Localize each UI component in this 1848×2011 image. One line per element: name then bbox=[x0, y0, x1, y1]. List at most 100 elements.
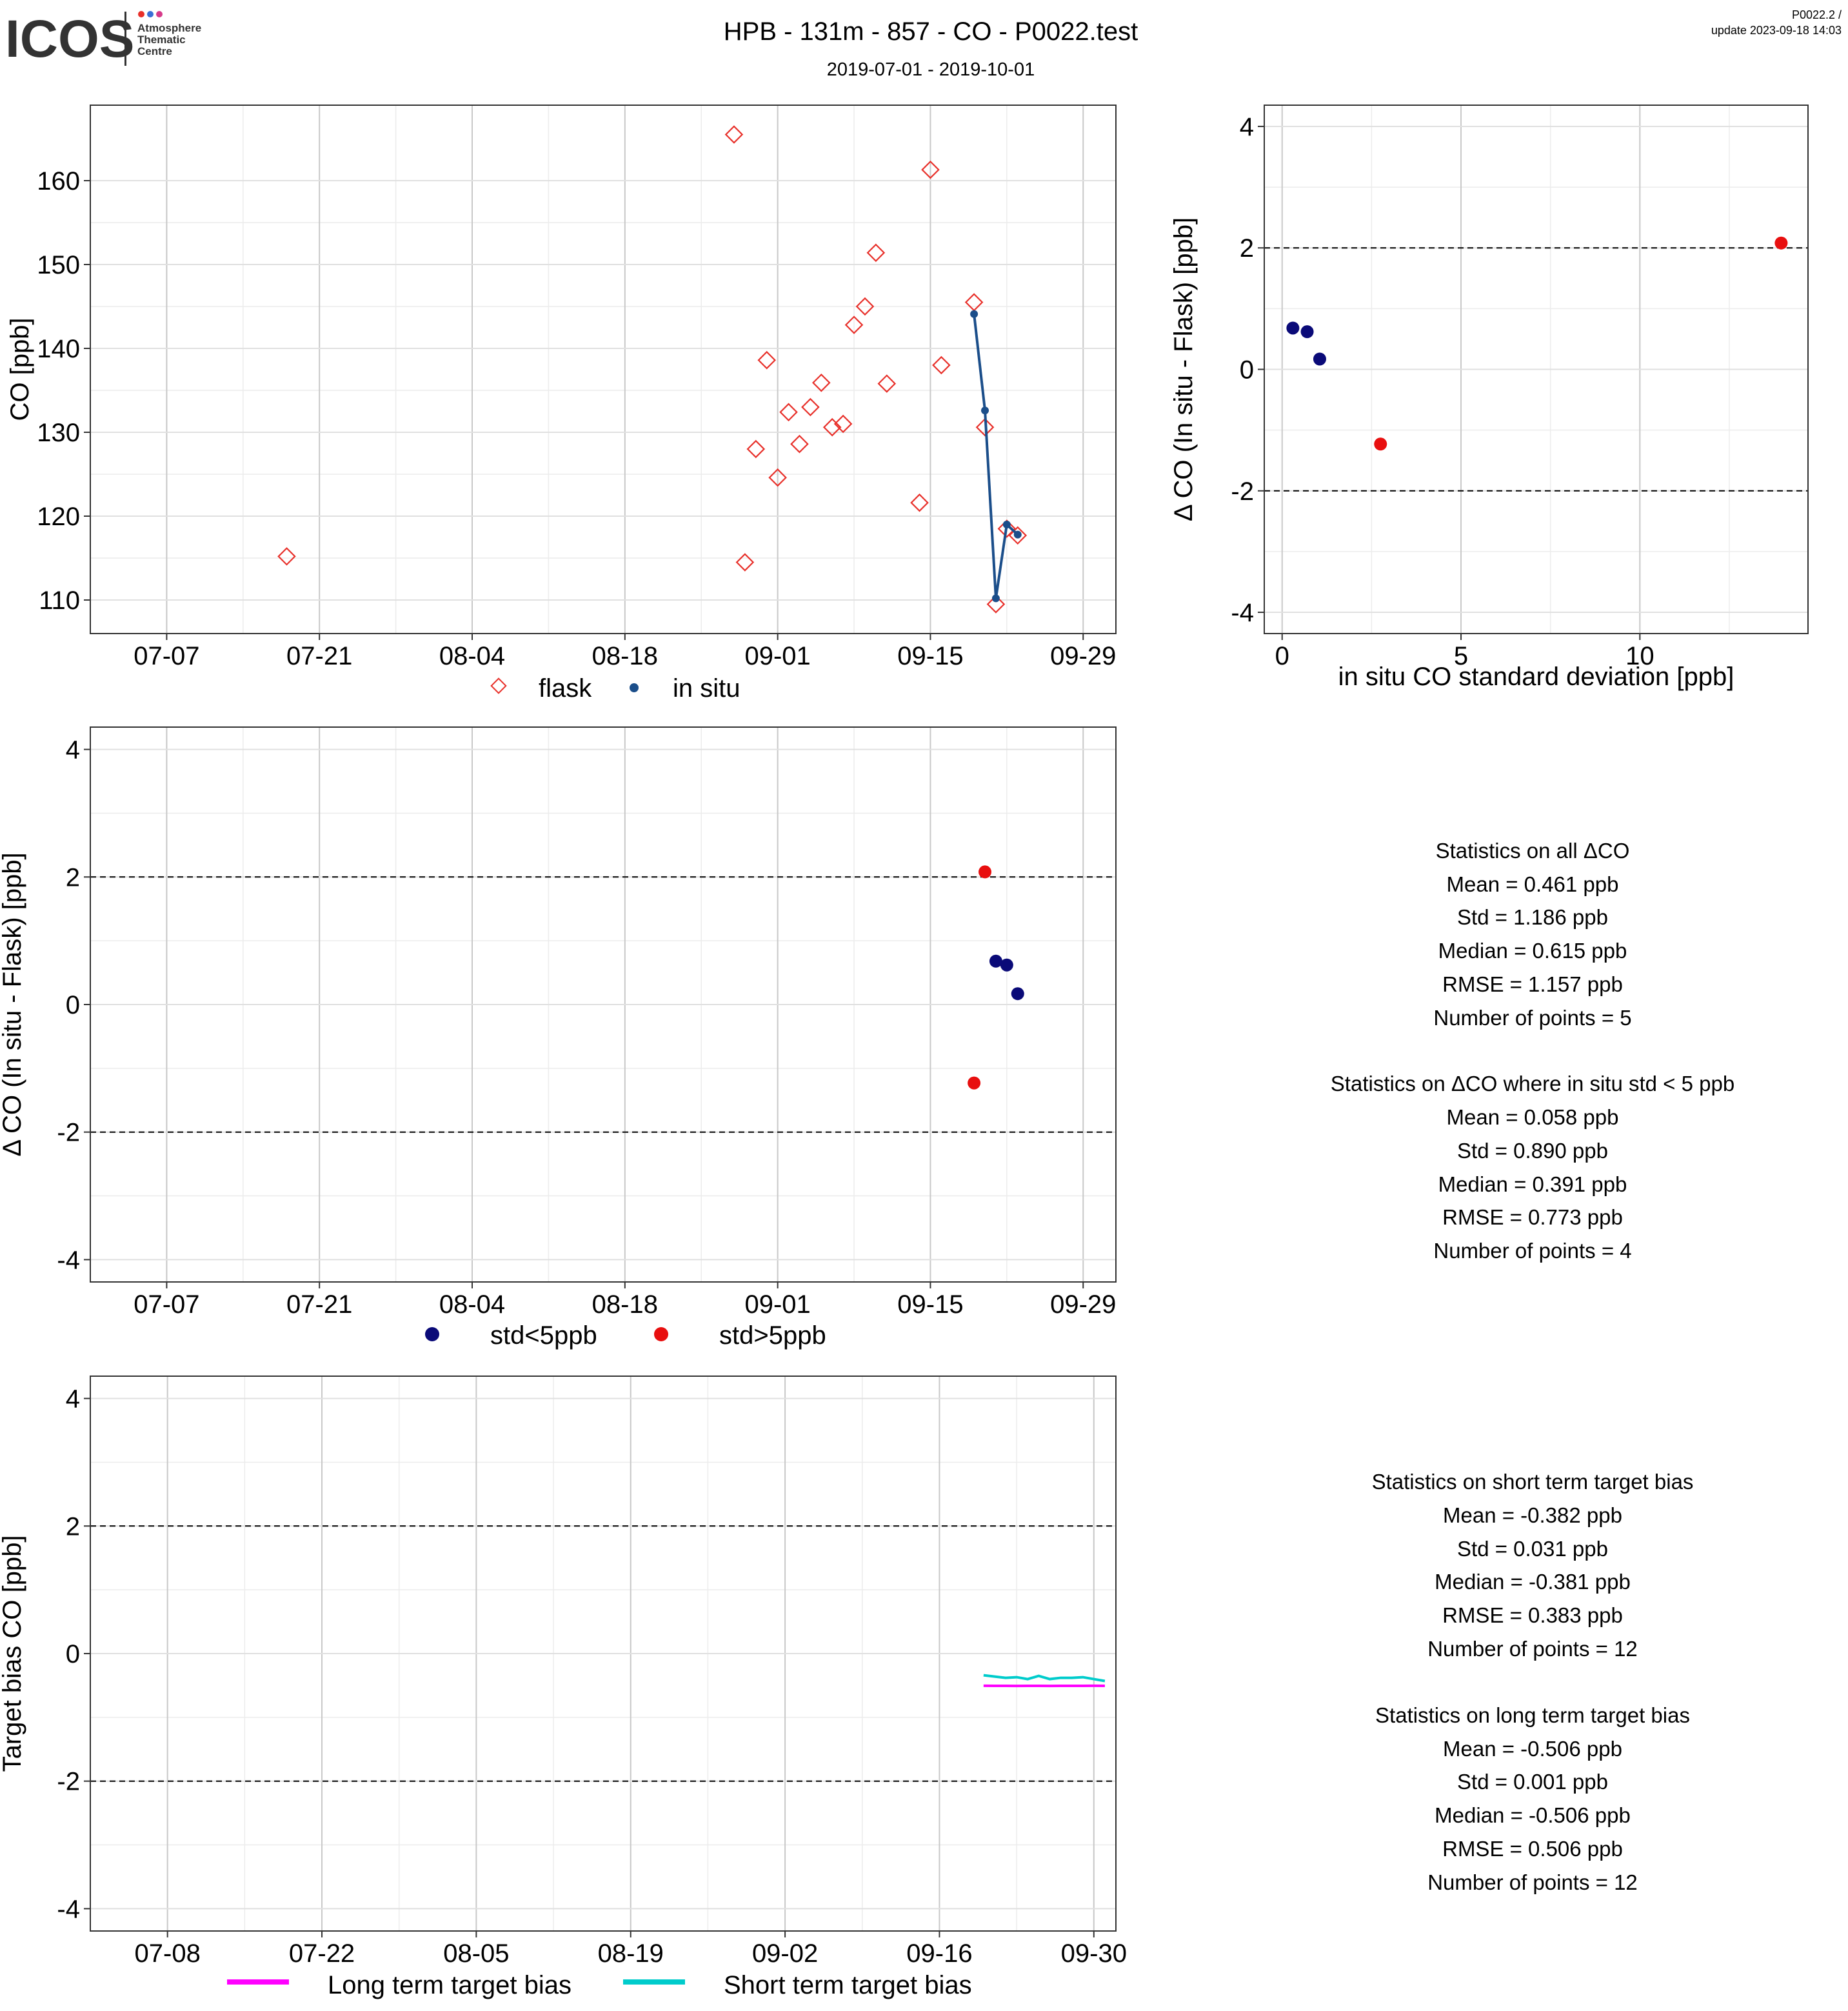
x-tick-label: 08-05 bbox=[443, 1939, 509, 1968]
delta-std-point bbox=[1774, 237, 1787, 250]
y-tick-label: 4 bbox=[1240, 113, 1254, 141]
delta-std-point bbox=[1301, 325, 1314, 338]
x-tick-label: 07-22 bbox=[289, 1939, 355, 1968]
delta-time-point bbox=[1000, 959, 1013, 972]
update-label: update 2023-09-18 14:03 bbox=[1711, 24, 1842, 37]
x-tick-label: 08-19 bbox=[598, 1939, 664, 1968]
y-tick-label: 2 bbox=[66, 1512, 80, 1541]
x-tick-label: 08-18 bbox=[592, 642, 658, 670]
target-legend: Long term target bias Short term target … bbox=[227, 1971, 972, 1999]
x-tick-label: 09-02 bbox=[752, 1939, 818, 1968]
y-tick-label: 0 bbox=[66, 1640, 80, 1668]
stats-long-line: RMSE = 0.506 ppb bbox=[1442, 1837, 1623, 1861]
x-tick-label: 09-15 bbox=[897, 1290, 963, 1319]
logo-sub-line: Thematic bbox=[137, 34, 186, 46]
legend-std-high-marker bbox=[654, 1327, 668, 1341]
page-title: HPB - 131m - 857 - CO - P0022.test bbox=[724, 17, 1138, 46]
stats-low-line: Mean = 0.058 ppb bbox=[1447, 1105, 1619, 1129]
logo-dot-icon bbox=[156, 11, 163, 17]
logo-text: ICOS bbox=[5, 10, 134, 68]
delta-time-point bbox=[979, 865, 991, 878]
legend-flask-label: flask bbox=[539, 674, 592, 703]
legend-short-term-marker bbox=[623, 1979, 685, 1985]
x-tick-label: 09-30 bbox=[1061, 1939, 1127, 1968]
y-tick-label: 130 bbox=[37, 419, 80, 447]
stats-long-line: Median = -0.506 ppb bbox=[1435, 1803, 1631, 1827]
delta-time-point bbox=[1011, 987, 1024, 1000]
delta-std-point bbox=[1313, 352, 1326, 365]
y-tick-label: 120 bbox=[37, 503, 80, 531]
legend-std-low-marker bbox=[425, 1327, 439, 1341]
x-tick-label: 09-16 bbox=[906, 1939, 972, 1968]
x-tick-label: 07-21 bbox=[286, 642, 352, 670]
icos-logo: ICOS Atmosphere Thematic Centre bbox=[5, 10, 201, 68]
stats-long-line: Number of points = 12 bbox=[1427, 1870, 1638, 1894]
legend-insitu-label: in situ bbox=[673, 674, 740, 703]
x-tick-label: 07-21 bbox=[286, 1290, 352, 1319]
legend-insitu-marker bbox=[630, 683, 639, 692]
page-subtitle: 2019-07-01 - 2019-10-01 bbox=[827, 59, 1035, 80]
y-axis-label: CO [ppb] bbox=[6, 317, 34, 421]
stats-short-line: Median = -0.381 ppb bbox=[1435, 1570, 1631, 1594]
x-axis-label: in situ CO standard deviation [ppb] bbox=[1338, 663, 1734, 691]
stats-short-line: Number of points = 12 bbox=[1427, 1637, 1638, 1661]
y-tick-label: 0 bbox=[1240, 356, 1254, 385]
stats-long-line: Std = 0.001 ppb bbox=[1457, 1770, 1608, 1794]
stats-short-line: Std = 0.031 ppb bbox=[1457, 1537, 1608, 1561]
insitu-point bbox=[1014, 531, 1022, 539]
x-tick-label: 09-29 bbox=[1050, 1290, 1116, 1319]
insitu-point bbox=[970, 310, 978, 318]
y-tick-label: 2 bbox=[66, 863, 80, 892]
co-legend: flask in situ bbox=[492, 674, 740, 703]
delta-time-point bbox=[968, 1077, 980, 1090]
y-tick-label: 150 bbox=[37, 251, 80, 279]
y-tick-label: 4 bbox=[66, 1385, 80, 1414]
x-tick-label: 09-15 bbox=[897, 642, 963, 670]
insitu-point bbox=[1003, 521, 1011, 528]
stats-short-title: Statistics on short term target bias bbox=[1372, 1470, 1694, 1494]
stats-all-line: Number of points = 5 bbox=[1433, 1006, 1631, 1030]
stats-all-line: Mean = 0.461 ppb bbox=[1447, 872, 1619, 896]
stats-long-line: Mean = -0.506 ppb bbox=[1443, 1737, 1622, 1761]
logo-sub-line: Atmosphere bbox=[137, 22, 201, 34]
y-tick-label: 2 bbox=[1240, 234, 1254, 263]
plot-area bbox=[90, 105, 1116, 634]
x-tick-label: 09-29 bbox=[1050, 642, 1116, 670]
stats-low-line: Std = 0.890 ppb bbox=[1457, 1139, 1608, 1163]
legend-short-term-label: Short term target bias bbox=[724, 1971, 972, 1999]
y-tick-label: -2 bbox=[57, 1119, 80, 1147]
x-tick-label: 08-18 bbox=[592, 1290, 658, 1319]
x-tick-label: 0 bbox=[1275, 642, 1289, 670]
y-tick-label: 0 bbox=[66, 991, 80, 1019]
stats-all-line: RMSE = 1.157 ppb bbox=[1442, 972, 1623, 996]
stats-low-line: Number of points = 4 bbox=[1433, 1239, 1631, 1263]
x-tick-label: 07-08 bbox=[135, 1939, 201, 1968]
legend-std-low-label: std<5ppb bbox=[490, 1321, 597, 1350]
stats-short-line: Mean = -0.382 ppb bbox=[1443, 1503, 1622, 1527]
legend-flask-marker bbox=[492, 679, 506, 694]
y-axis-label: Δ CO (In situ - Flask) [ppb] bbox=[0, 852, 26, 1156]
y-axis-label: Δ CO (In situ - Flask) [ppb] bbox=[1169, 217, 1198, 521]
y-tick-label: 160 bbox=[37, 167, 80, 195]
insitu-point bbox=[981, 406, 989, 414]
x-tick-label: 08-04 bbox=[439, 1290, 505, 1319]
delta-std-point bbox=[1374, 437, 1387, 450]
x-tick-label: 07-07 bbox=[134, 1290, 199, 1319]
y-tick-label: 4 bbox=[66, 736, 80, 765]
legend-long-term-label: Long term target bias bbox=[328, 1971, 571, 1999]
insitu-point bbox=[992, 594, 1000, 602]
y-tick-label: -4 bbox=[1231, 599, 1254, 627]
y-tick-label: 140 bbox=[37, 335, 80, 363]
version-label: P0022.2 / bbox=[1792, 8, 1842, 21]
y-axis-label: Target bias CO [ppb] bbox=[0, 1536, 26, 1772]
logo-dot-icon bbox=[138, 11, 144, 17]
y-tick-label: -4 bbox=[57, 1895, 80, 1923]
stats-long-title: Statistics on long term target bias bbox=[1375, 1703, 1690, 1727]
x-tick-label: 09-01 bbox=[744, 1290, 810, 1319]
